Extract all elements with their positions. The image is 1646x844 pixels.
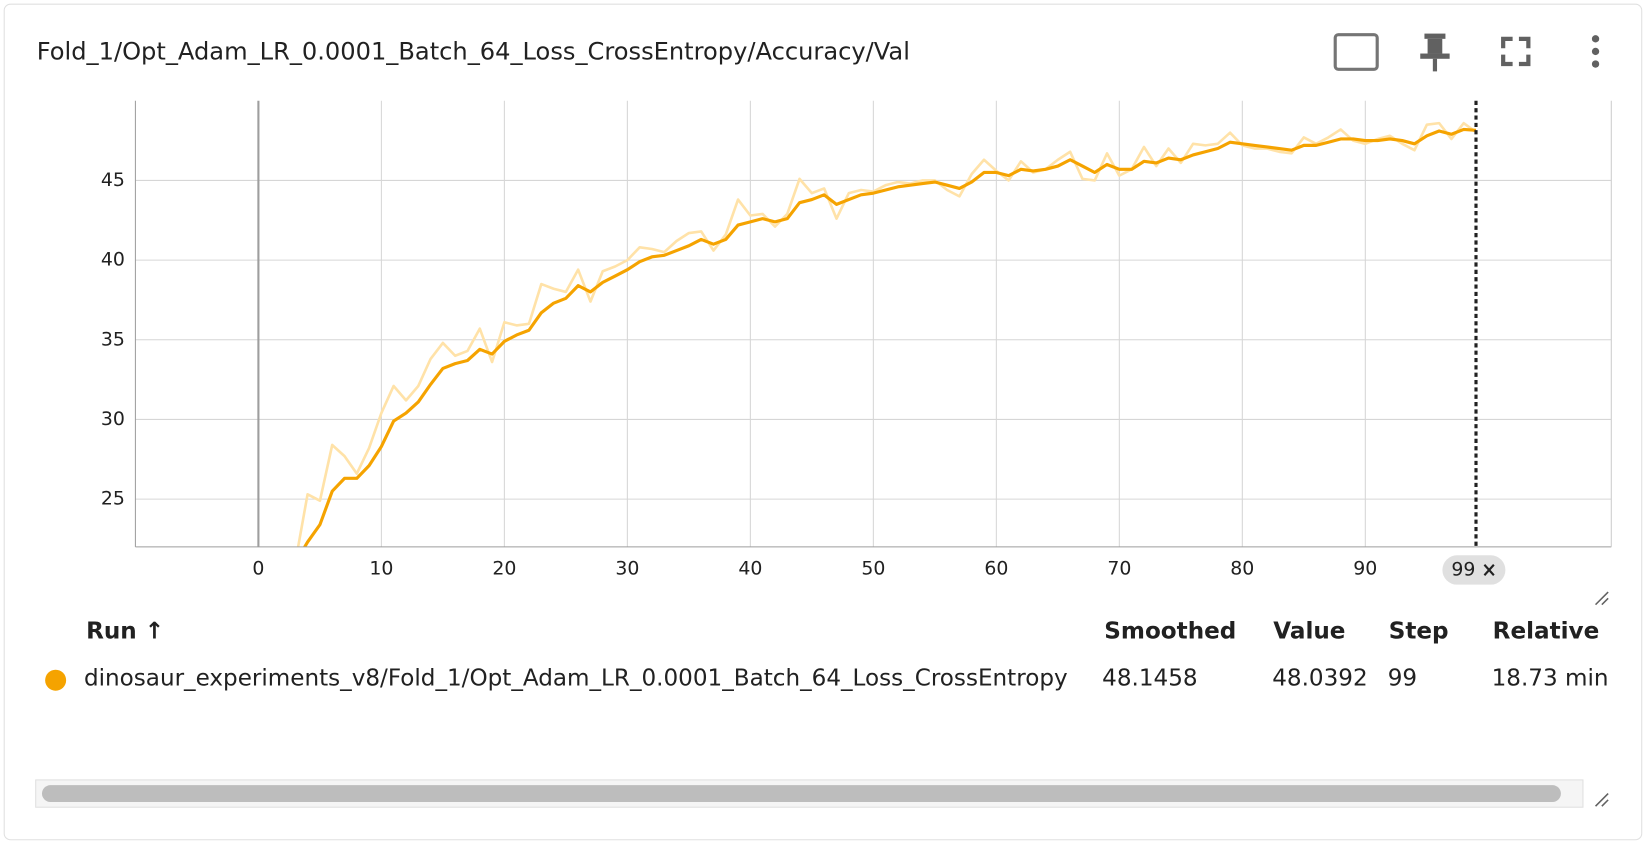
- step-chip-close[interactable]: [1483, 564, 1495, 576]
- x-tick-label: 40: [738, 557, 762, 579]
- step-chip: [1442, 555, 1506, 585]
- y-tick-label: 45: [101, 169, 125, 191]
- x-tick-label: 80: [1230, 557, 1254, 579]
- smoothed-value: 48.1458: [1102, 666, 1197, 692]
- y-tick-label: 30: [101, 408, 125, 430]
- fullscreen-button[interactable]: [1501, 36, 1531, 67]
- y-tick-label: 35: [101, 328, 125, 350]
- table-header: Relative: [1493, 618, 1600, 644]
- run-color-dot: [45, 669, 67, 691]
- x-tick-label: 60: [984, 557, 1008, 579]
- relative-time: 18.73 min: [1492, 666, 1609, 692]
- y-tick-label: 25: [101, 488, 125, 510]
- card-border: [3, 3, 1643, 841]
- resize-handle[interactable]: [1594, 591, 1609, 606]
- x-tick-label: 90: [1353, 557, 1377, 579]
- raw-value: 48.0392: [1272, 666, 1367, 692]
- fit-domain-button[interactable]: [1333, 33, 1379, 71]
- resize-handle[interactable]: [1594, 793, 1609, 807]
- x-tick-label: 20: [492, 557, 516, 579]
- step-value: 99: [1388, 666, 1417, 692]
- table-header: Smoothed: [1104, 618, 1236, 644]
- run-name: dinosaur_experiments_v8/Fold_1/Opt_Adam_…: [84, 666, 1068, 692]
- y-tick-label: 40: [101, 249, 125, 271]
- table-header: Run ↑: [86, 618, 164, 644]
- series-line: [302, 127, 1477, 547]
- x-tick-label: 50: [861, 557, 885, 579]
- series-line: [296, 121, 1477, 547]
- table-header: Value: [1273, 618, 1345, 644]
- x-tick-label: 0: [252, 557, 264, 579]
- pin-button[interactable]: [1420, 33, 1450, 72]
- table-header: Step: [1389, 618, 1449, 644]
- step-chip-label: 99: [1451, 558, 1475, 580]
- scrollbar-thumb[interactable]: [41, 785, 1561, 802]
- more-button[interactable]: [1591, 35, 1600, 68]
- card-title: Fold_1/Opt_Adam_LR_0.0001_Batch_64_Loss_…: [37, 37, 910, 65]
- x-tick-label: 30: [615, 557, 639, 579]
- x-tick-label: 10: [369, 557, 393, 579]
- x-tick-label: 70: [1107, 557, 1131, 579]
